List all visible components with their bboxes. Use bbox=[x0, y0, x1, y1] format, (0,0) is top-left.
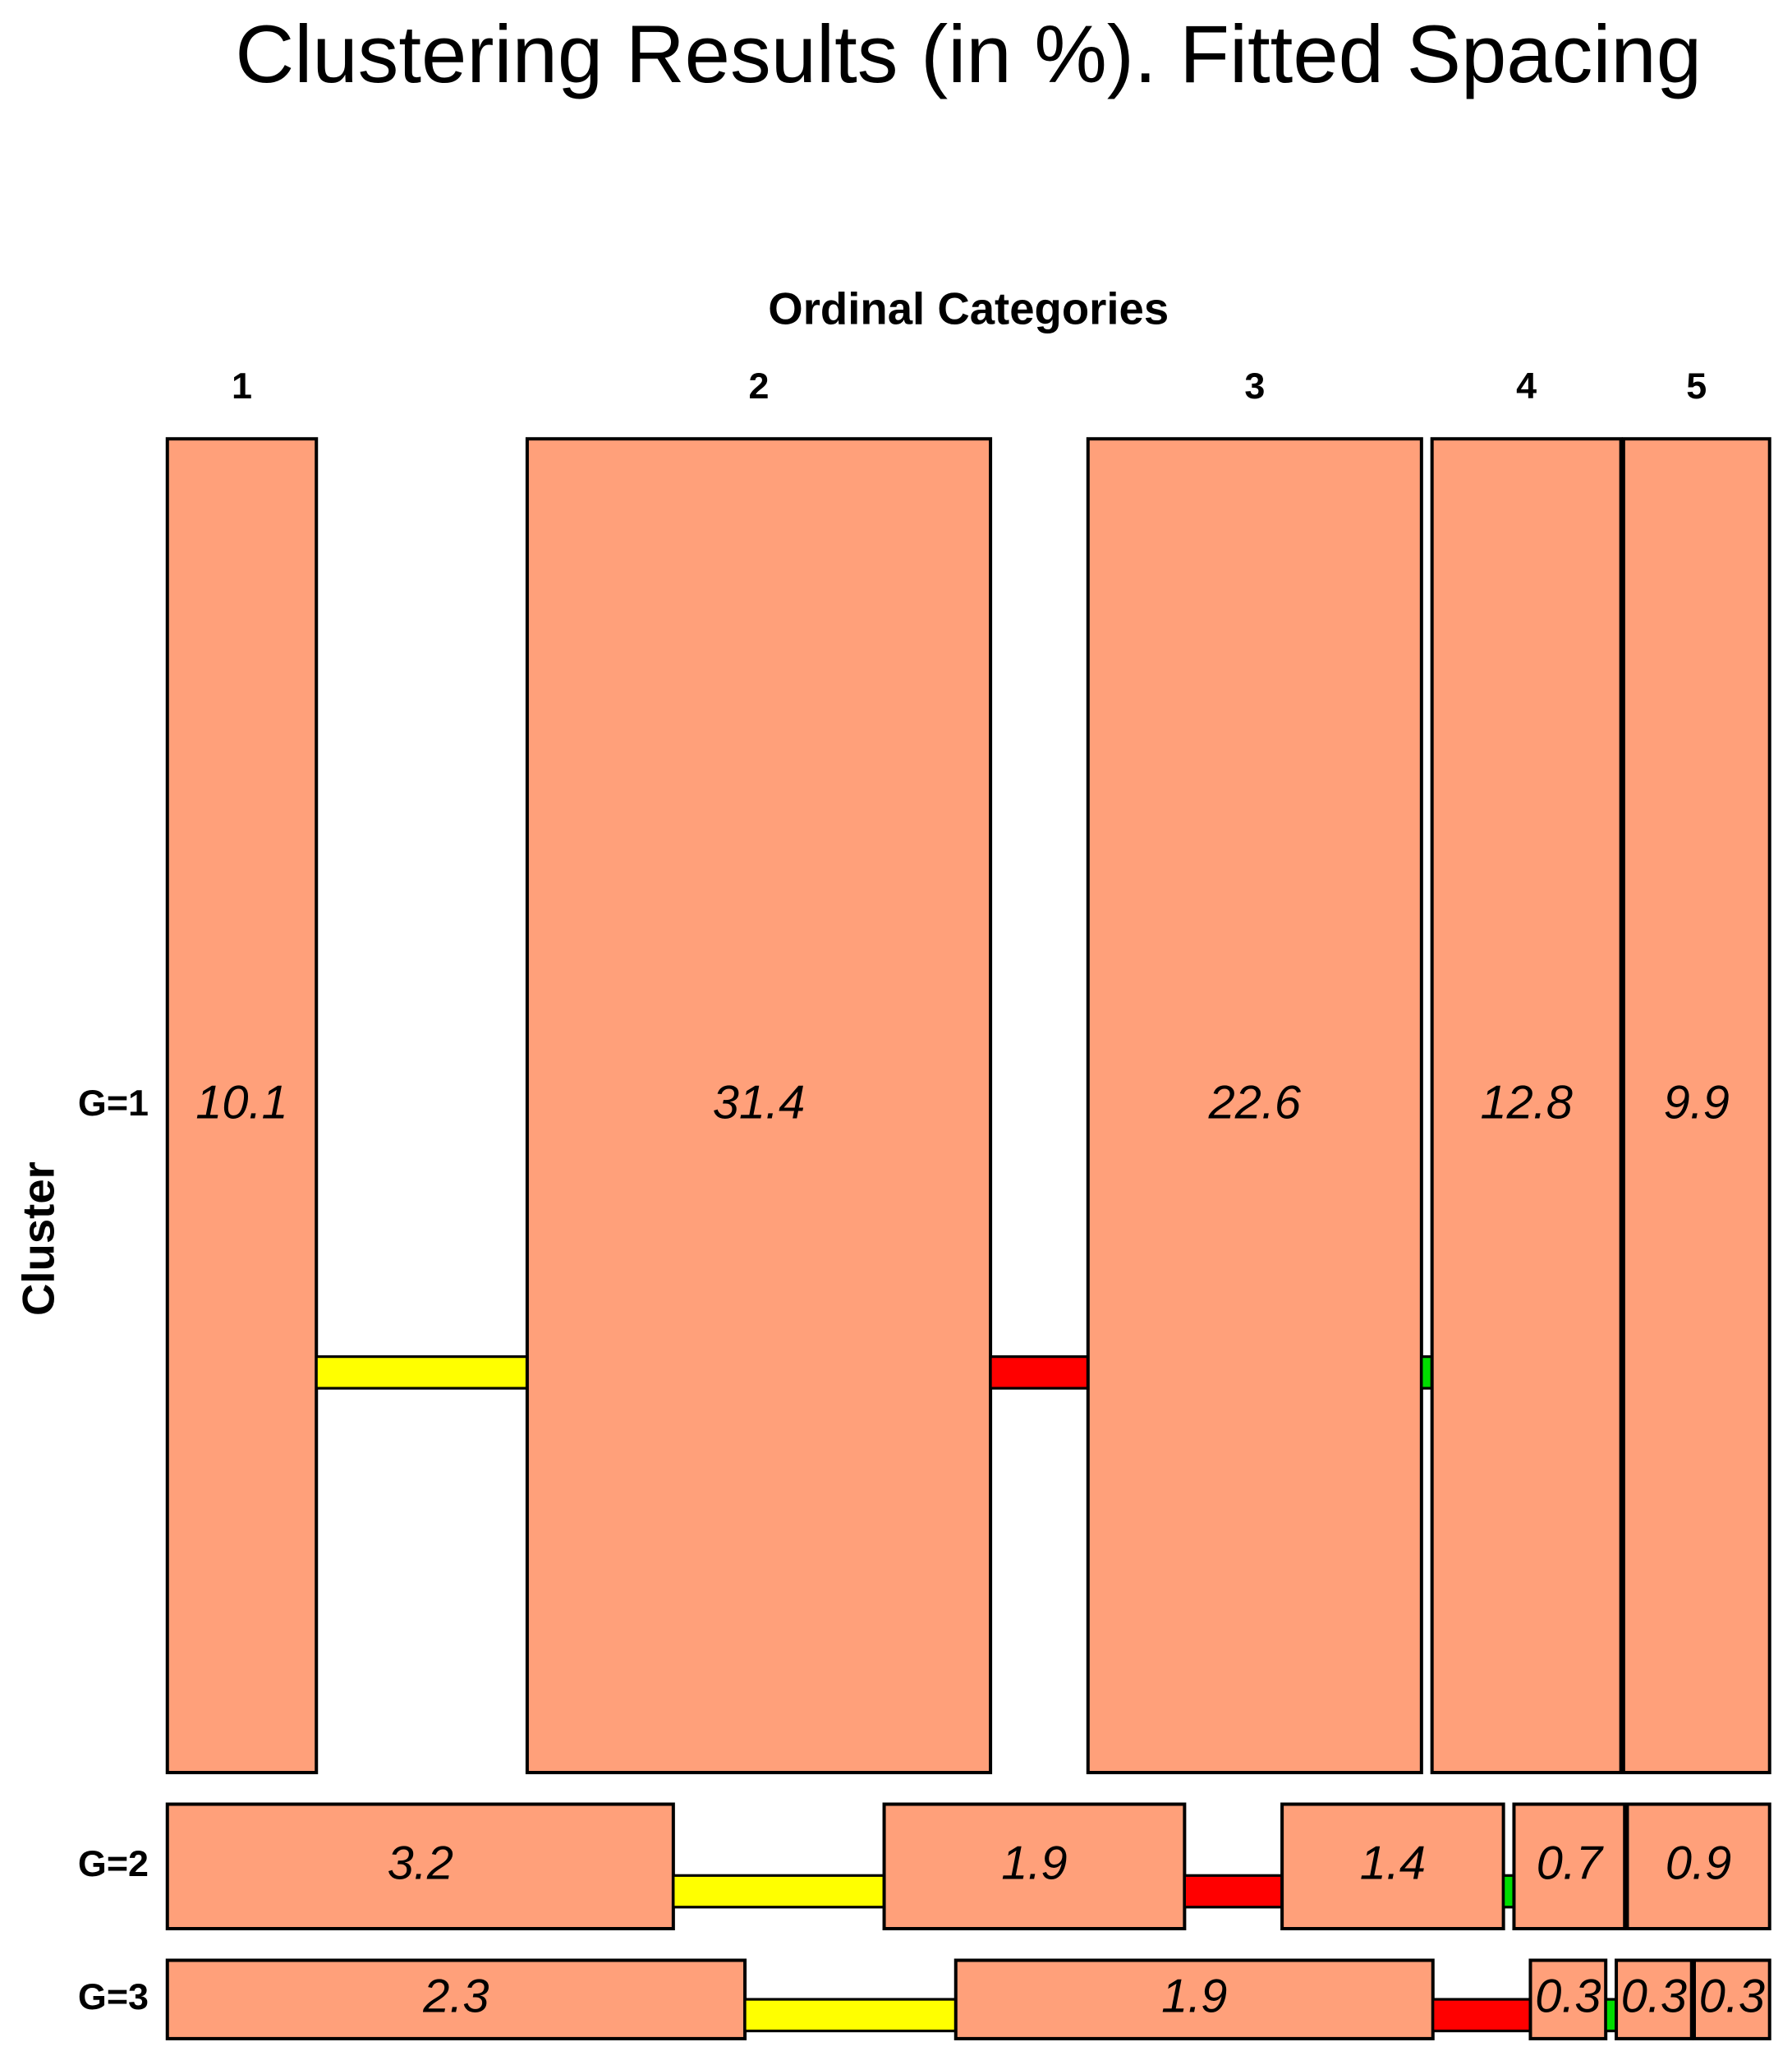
cell-label: 0.9 bbox=[1666, 1837, 1731, 1889]
cell bbox=[1625, 1802, 1771, 1931]
cell bbox=[525, 437, 993, 1774]
cell-label: 1.4 bbox=[1360, 1837, 1426, 1889]
row-label: G=2 bbox=[78, 1842, 149, 1884]
gap-connector bbox=[743, 1998, 958, 2033]
cell bbox=[1621, 437, 1771, 1774]
cell-label: 22.6 bbox=[1208, 1076, 1302, 1129]
gap-connector bbox=[672, 1874, 886, 1909]
chart-title: Clustering Results (in %). Fitted Spacin… bbox=[235, 9, 1702, 100]
cell-label: 12.8 bbox=[1480, 1076, 1572, 1129]
cell-label: 3.2 bbox=[388, 1837, 453, 1889]
cell bbox=[1692, 1958, 1771, 2040]
cell bbox=[165, 437, 319, 1774]
row-label: G=3 bbox=[78, 1975, 149, 2017]
cell-label: 0.3 bbox=[1535, 1970, 1601, 2022]
gap-connector bbox=[1183, 1874, 1284, 1909]
gap-connector bbox=[1431, 1998, 1532, 2033]
category-label: 1 bbox=[232, 365, 252, 407]
cell-label: 0.3 bbox=[1621, 1970, 1687, 2022]
category-label: 4 bbox=[1516, 365, 1537, 407]
cell bbox=[165, 1958, 747, 2040]
category-label: 5 bbox=[1686, 365, 1707, 407]
cell bbox=[165, 1802, 675, 1931]
cell bbox=[1086, 437, 1423, 1774]
category-label: 2 bbox=[749, 365, 770, 407]
cell-label: 2.3 bbox=[422, 1970, 489, 2022]
x-axis-label: Ordinal Categories bbox=[768, 284, 1169, 334]
category-label: 3 bbox=[1244, 365, 1265, 407]
cell-label: 10.1 bbox=[195, 1076, 287, 1129]
cell bbox=[1528, 1958, 1608, 2040]
cell bbox=[1512, 1802, 1627, 1931]
cell-label: 31.4 bbox=[713, 1076, 805, 1129]
cell bbox=[953, 1958, 1435, 2040]
cell-label: 1.9 bbox=[1001, 1837, 1067, 1889]
cell bbox=[882, 1802, 1187, 1931]
cell bbox=[1430, 437, 1623, 1774]
cell bbox=[1615, 1958, 1693, 2040]
y-axis-label: Cluster bbox=[14, 1161, 64, 1316]
gap-connector bbox=[315, 1355, 529, 1390]
cell-label: 9.9 bbox=[1664, 1076, 1730, 1129]
cell-label: 0.3 bbox=[1699, 1970, 1765, 2022]
gap-connector bbox=[989, 1355, 1090, 1390]
cell bbox=[1280, 1802, 1505, 1931]
row-label: G=1 bbox=[78, 1082, 149, 1124]
cell-label: 0.7 bbox=[1537, 1837, 1604, 1889]
cell-label: 1.9 bbox=[1161, 1970, 1227, 2022]
